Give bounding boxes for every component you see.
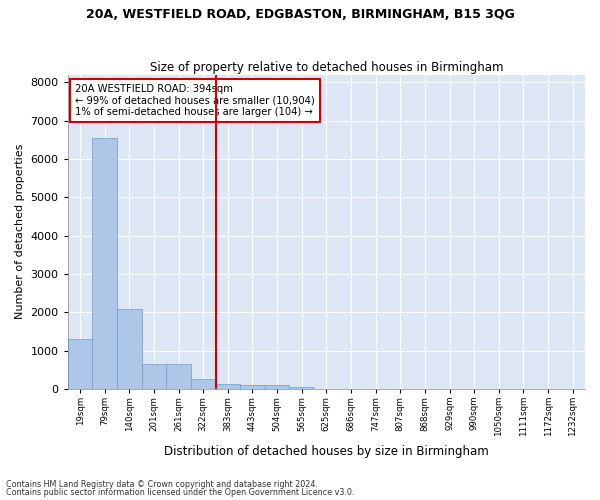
Bar xyxy=(289,386,314,389)
Text: 20A, WESTFIELD ROAD, EDGBASTON, BIRMINGHAM, B15 3QG: 20A, WESTFIELD ROAD, EDGBASTON, BIRMINGH… xyxy=(86,8,514,20)
Bar xyxy=(191,379,215,389)
Y-axis label: Number of detached properties: Number of detached properties xyxy=(15,144,25,320)
Text: Contains HM Land Registry data © Crown copyright and database right 2024.: Contains HM Land Registry data © Crown c… xyxy=(6,480,318,489)
Bar xyxy=(68,339,92,389)
Bar xyxy=(117,309,142,389)
Bar xyxy=(142,364,166,389)
Bar xyxy=(215,384,240,389)
Bar xyxy=(166,364,191,389)
Bar xyxy=(240,386,265,389)
Bar xyxy=(92,138,117,389)
Title: Size of property relative to detached houses in Birmingham: Size of property relative to detached ho… xyxy=(149,60,503,74)
X-axis label: Distribution of detached houses by size in Birmingham: Distribution of detached houses by size … xyxy=(164,444,489,458)
Bar xyxy=(265,386,289,389)
Text: Contains public sector information licensed under the Open Government Licence v3: Contains public sector information licen… xyxy=(6,488,355,497)
Text: 20A WESTFIELD ROAD: 394sqm
← 99% of detached houses are smaller (10,904)
1% of s: 20A WESTFIELD ROAD: 394sqm ← 99% of deta… xyxy=(76,84,315,117)
